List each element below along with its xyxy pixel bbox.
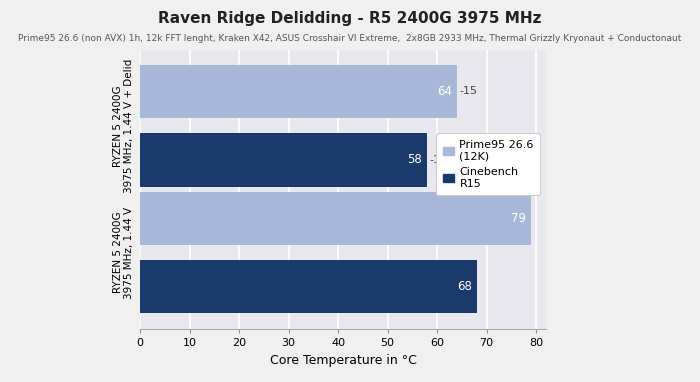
Text: 79: 79 — [511, 212, 526, 225]
Text: 68: 68 — [457, 280, 472, 293]
Bar — [140, 260, 477, 313]
Bar — [140, 192, 531, 245]
Bar — [140, 133, 427, 186]
Legend: Prime95 26.6
(12K), Cinebench
R15: Prime95 26.6 (12K), Cinebench R15 — [436, 133, 540, 195]
Text: -10: -10 — [430, 155, 447, 165]
Text: 64: 64 — [437, 85, 452, 98]
Text: -15: -15 — [459, 86, 477, 97]
Text: Prime95 26.6 (non AVX) 1h, 12k FFT lenght, Kraken X42, ASUS Crosshair VI Extreme: Prime95 26.6 (non AVX) 1h, 12k FFT lengh… — [18, 34, 682, 44]
Bar — [140, 65, 457, 118]
Text: 58: 58 — [407, 154, 422, 167]
X-axis label: Core Temperature in °C: Core Temperature in °C — [270, 354, 416, 367]
Text: Raven Ridge Delidding - R5 2400G 3975 MHz: Raven Ridge Delidding - R5 2400G 3975 MH… — [158, 11, 542, 26]
